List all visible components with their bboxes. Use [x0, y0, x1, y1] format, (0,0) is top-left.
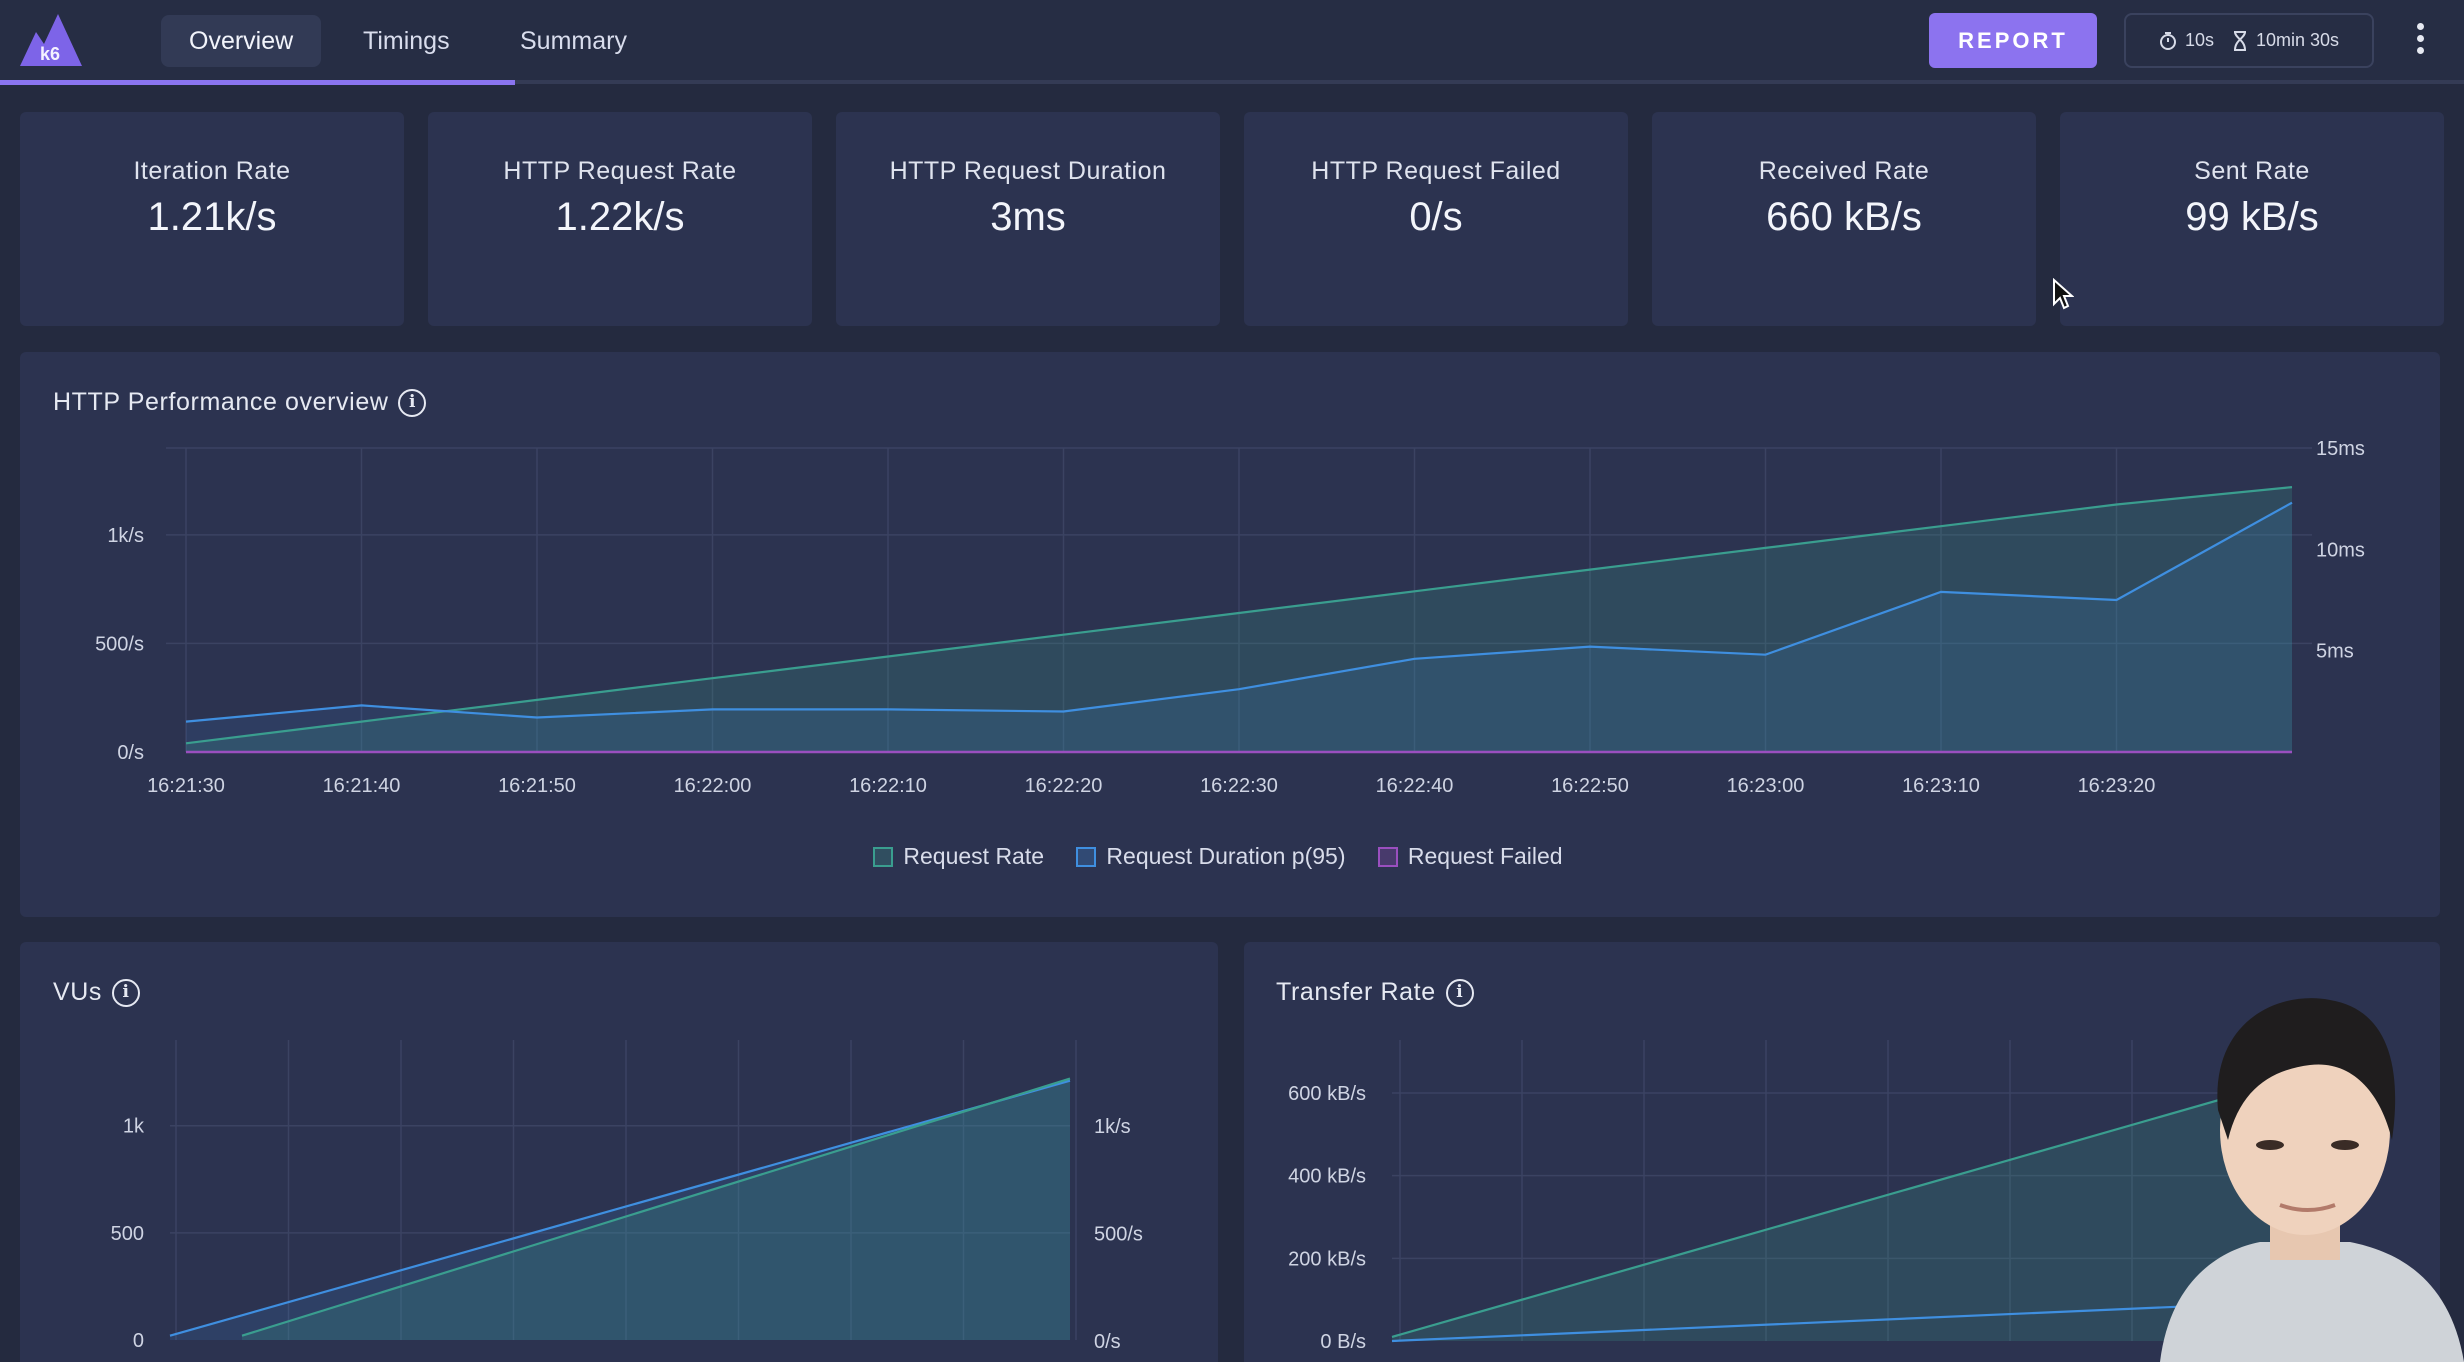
y-left-tick-label: 0/s	[117, 742, 144, 764]
stat-card-value: 99 kB/s	[2185, 195, 2319, 239]
y-left-tick-label: 0	[133, 1330, 144, 1352]
active-tab-indicator	[0, 80, 515, 85]
y-left-tick-label: 400 kB/s	[1288, 1166, 1366, 1188]
stat-card-value: 3ms	[990, 195, 1066, 239]
tab-summary[interactable]: Summary	[520, 27, 627, 55]
stat-card-title: HTTP Request Rate	[503, 157, 737, 185]
x-tick-label: 16:22:00	[674, 775, 752, 797]
y-left-tick-label: 500/s	[95, 633, 144, 655]
x-tick-label: 16:22:20	[1025, 775, 1103, 797]
stat-card-value: 0/s	[1409, 195, 1463, 239]
x-tick-label: 16:23:10	[1902, 775, 1980, 797]
legend-item-request-failed[interactable]: Request Failed	[1377, 843, 1563, 870]
logo-text: k6	[40, 44, 60, 64]
more-options-icon[interactable]	[2408, 20, 2432, 60]
y-right-tick-label: 1k/s	[1094, 1116, 1131, 1138]
x-tick-label: 16:22:50	[1551, 775, 1629, 797]
x-tick-label: 16:21:30	[147, 775, 225, 797]
stopwatch-icon	[2159, 31, 2176, 50]
legend-swatch	[1377, 846, 1398, 867]
tab-underline-track	[0, 80, 2464, 84]
received-line	[1391, 1067, 2331, 1338]
time-status-box: 10s 10min 30s	[2124, 13, 2374, 68]
elapsed-time: 10min 30s	[2255, 30, 2340, 50]
x-tick-label: 16:22:40	[1376, 775, 1454, 797]
legend-item-request-duration[interactable]: Request Duration p(95)	[1076, 843, 1346, 870]
y-right-tick-label: 10ms	[2316, 539, 2365, 561]
legend-item-request-rate[interactable]: Request Rate	[873, 843, 1044, 870]
tab-timings[interactable]: Timings	[363, 27, 450, 55]
y-right-tick-label: 500/s	[1094, 1224, 1143, 1246]
http-performance-panel	[20, 352, 2440, 917]
vus-panel	[20, 942, 1218, 1362]
y-left-tick-label: 600 kB/s	[1288, 1083, 1366, 1105]
report-button[interactable]: REPORT	[1929, 13, 2097, 68]
y-left-tick-label: 1k	[123, 1116, 145, 1138]
stat-card-http-request-failed: HTTP Request Failed 0/s	[1244, 112, 1628, 424]
chart-legend: Request Rate Request Duration p(95) Requ…	[0, 843, 2436, 873]
y-left-tick-label: 500	[111, 1223, 144, 1245]
stat-card-value: 660 kB/s	[1766, 195, 1922, 239]
webcam-overlay	[2160, 998, 2464, 1362]
legend-label: Request Duration p(95)	[1106, 843, 1346, 869]
y-right-tick-label: 15ms	[2316, 438, 2365, 460]
stat-card-value: 1.21k/s	[147, 195, 277, 239]
http-performance-title: HTTP Performance overview i	[53, 388, 427, 417]
legend-swatch	[873, 846, 894, 867]
vus-line	[169, 1079, 1071, 1337]
panel-title-text: Transfer Rate	[1276, 978, 1436, 1006]
sent-line	[1391, 1299, 2331, 1343]
transfer-rate-title: Transfer Rate i	[1276, 978, 1474, 1007]
y-left-tick-label: 1k/s	[107, 525, 144, 547]
legend-label: Request Failed	[1407, 843, 1563, 869]
legend-swatch	[1076, 846, 1097, 867]
refresh-interval: 10s	[2184, 30, 2214, 50]
stat-card-title: HTTP Request Duration	[889, 157, 1167, 185]
panel-title-text: HTTP Performance overview	[53, 388, 389, 416]
tab-overview[interactable]: Overview	[161, 15, 322, 67]
info-icon[interactable]: i	[398, 388, 427, 417]
y-left-tick-label: 200 kB/s	[1288, 1248, 1366, 1270]
request-duration-area	[186, 502, 2292, 752]
stat-card-title: Iteration Rate	[133, 157, 291, 185]
x-tick-label: 16:23:00	[1727, 775, 1805, 797]
stat-card-title: HTTP Request Failed	[1311, 157, 1561, 185]
y-left-tick-label: 0 B/s	[1320, 1331, 1366, 1353]
vus-title: VUs i	[53, 978, 141, 1007]
x-tick-label: 16:22:10	[849, 775, 927, 797]
stat-card-title: Sent Rate	[2194, 157, 2310, 185]
y-right-tick-label: 5ms	[2316, 641, 2354, 663]
hourglass-icon	[2233, 30, 2246, 51]
legend-label: Request Rate	[903, 843, 1045, 869]
request-rate-area	[186, 487, 2292, 752]
x-tick-label: 16:23:20	[2078, 775, 2156, 797]
top-navigation-bar: k6 Overview Timings Summary REPORT 10s 1…	[0, 0, 2464, 85]
mouse-cursor-icon	[2053, 278, 2074, 310]
x-tick-label: 16:21:40	[323, 775, 401, 797]
stat-card-value: 1.22k/s	[555, 195, 685, 239]
stat-card-http-request-duration: HTTP Request Duration 3ms	[836, 112, 1220, 423]
info-icon[interactable]: i	[112, 978, 141, 1007]
x-tick-label: 16:22:30	[1200, 775, 1278, 797]
request-rate-line	[241, 1077, 1071, 1337]
request-rate-line	[185, 486, 2293, 745]
panel-title-text: VUs	[53, 978, 103, 1006]
request-duration-line	[185, 501, 2293, 723]
stat-card-title: Received Rate	[1758, 157, 1930, 185]
y-right-tick-label: 0/s	[1094, 1331, 1121, 1353]
k6-logo[interactable]: k6	[18, 10, 84, 68]
info-icon[interactable]: i	[1445, 978, 1474, 1007]
x-tick-label: 16:21:50	[498, 775, 576, 797]
